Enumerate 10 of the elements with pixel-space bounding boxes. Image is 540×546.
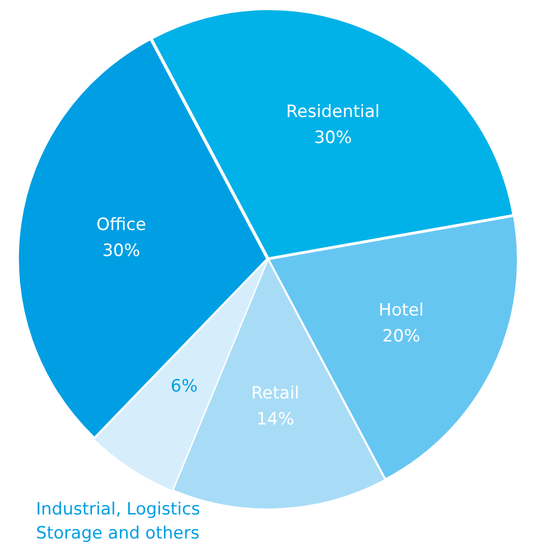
- slice-label: Retail: [251, 383, 300, 404]
- data-label: 14%: [256, 409, 294, 430]
- slice-label: Industrial, Logistics Storage and others: [36, 499, 200, 544]
- data-label: 20%: [382, 326, 420, 346]
- data-label: 6%: [170, 376, 198, 397]
- slice-label: Office: [96, 214, 146, 235]
- data-label: 30%: [314, 128, 352, 148]
- slice-label: Residential: [286, 102, 380, 122]
- slice-label: Hotel: [378, 300, 424, 320]
- data-label: 30%: [102, 240, 140, 261]
